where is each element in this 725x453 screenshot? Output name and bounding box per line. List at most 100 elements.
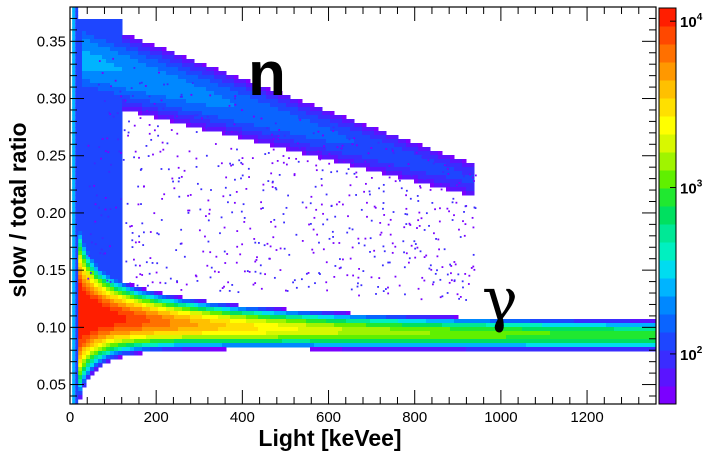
heatmap-cell xyxy=(414,159,419,164)
heatmap-cell xyxy=(226,319,231,324)
low-light-strip xyxy=(72,143,76,148)
heatmap-cell xyxy=(86,363,91,368)
y-tick-label: 0.10 xyxy=(37,319,66,336)
heatmap-cell xyxy=(150,319,155,324)
heatmap-cell xyxy=(650,343,655,348)
heatmap-cell xyxy=(86,43,91,48)
heatmap-cell xyxy=(618,335,623,340)
heatmap-cell xyxy=(158,295,163,300)
heatmap-cell xyxy=(282,107,287,112)
sparse-count xyxy=(195,275,198,278)
heatmap-cell xyxy=(142,299,147,304)
heatmap-cell xyxy=(146,95,151,100)
heatmap-cell xyxy=(238,99,243,104)
heatmap-cell xyxy=(78,83,83,88)
heatmap-cell xyxy=(350,331,355,336)
heatmap-cell xyxy=(110,315,115,320)
heatmap-cell xyxy=(274,103,279,108)
heatmap-cell xyxy=(290,147,295,152)
heatmap-cell xyxy=(218,123,223,128)
heatmap-cell xyxy=(546,319,551,324)
heatmap-cell xyxy=(146,303,151,308)
heatmap-cell xyxy=(446,155,451,160)
heatmap-cell xyxy=(126,327,131,332)
heatmap-cell xyxy=(222,347,227,352)
heatmap-cell xyxy=(174,55,179,60)
heatmap-cell xyxy=(118,127,123,132)
heatmap-cell xyxy=(258,335,263,340)
sparse-count xyxy=(421,276,424,279)
heatmap-cell xyxy=(158,347,163,352)
heatmap-cell xyxy=(202,335,207,340)
heatmap-cell xyxy=(454,315,459,320)
heatmap-cell xyxy=(286,115,291,120)
sparse-count xyxy=(160,99,163,102)
heatmap-cell xyxy=(346,327,351,332)
sparse-count xyxy=(474,174,477,177)
heatmap-cell xyxy=(466,171,471,176)
heatmap-cell xyxy=(110,187,115,192)
heatmap-cell xyxy=(374,319,379,324)
heatmap-cell xyxy=(186,339,191,344)
sparse-count xyxy=(142,185,145,188)
heatmap-cell xyxy=(194,343,199,348)
heatmap-cell xyxy=(314,151,319,156)
sparse-count xyxy=(458,228,460,231)
heatmap-cell xyxy=(338,335,343,340)
heatmap-cell xyxy=(106,255,111,260)
heatmap-cell xyxy=(206,127,211,132)
heatmap-cell xyxy=(326,131,331,136)
heatmap-cell xyxy=(122,63,127,68)
heatmap-cell xyxy=(346,339,351,344)
heatmap-cell xyxy=(522,339,527,344)
heatmap-cell xyxy=(490,339,495,344)
heatmap-cell xyxy=(102,111,107,116)
heatmap-cell xyxy=(350,143,355,148)
heatmap-cell xyxy=(142,291,147,296)
heatmap-cell xyxy=(114,23,119,28)
heatmap-cell xyxy=(650,347,655,352)
heatmap-cell xyxy=(298,135,303,140)
heatmap-cell xyxy=(258,323,263,328)
heatmap-cell xyxy=(522,335,527,340)
heatmap-cell xyxy=(110,255,115,260)
heatmap-cell xyxy=(222,119,227,124)
heatmap-cell xyxy=(318,111,323,116)
heatmap-cell xyxy=(118,295,123,300)
heatmap-cell xyxy=(322,311,327,316)
heatmap-cell xyxy=(550,319,555,324)
heatmap-cell xyxy=(230,315,235,320)
heatmap-cell xyxy=(102,247,107,252)
heatmap-cell xyxy=(386,143,391,148)
heatmap-cell xyxy=(90,299,95,304)
heatmap-cell xyxy=(646,347,651,352)
sparse-count xyxy=(156,232,159,235)
heatmap-cell xyxy=(310,339,315,344)
heatmap-cell xyxy=(214,339,219,344)
heatmap-cell xyxy=(490,335,495,340)
heatmap-cell xyxy=(98,231,103,236)
colorbar-segment xyxy=(659,314,676,333)
heatmap-cell xyxy=(402,315,407,320)
heatmap-cell xyxy=(354,339,359,344)
heatmap-cell xyxy=(86,371,91,376)
heatmap-cell xyxy=(138,311,143,316)
heatmap-cell xyxy=(454,163,459,168)
sparse-count xyxy=(260,117,263,120)
heatmap-cell xyxy=(342,119,347,124)
heatmap-cell xyxy=(78,391,83,396)
heatmap-cell xyxy=(274,323,279,328)
heatmap-cell xyxy=(434,331,439,336)
heatmap-cell xyxy=(102,219,107,224)
heatmap-cell xyxy=(422,323,427,328)
heatmap-cell xyxy=(614,339,619,344)
sparse-count xyxy=(109,113,112,116)
heatmap-cell xyxy=(210,79,215,84)
heatmap-cell xyxy=(126,91,131,96)
heatmap-cell xyxy=(182,63,187,68)
heatmap-cell xyxy=(282,315,287,320)
heatmap-cell xyxy=(82,135,87,140)
heatmap-cell xyxy=(302,131,307,136)
heatmap-cell xyxy=(346,311,351,316)
heatmap-cell xyxy=(470,343,475,348)
